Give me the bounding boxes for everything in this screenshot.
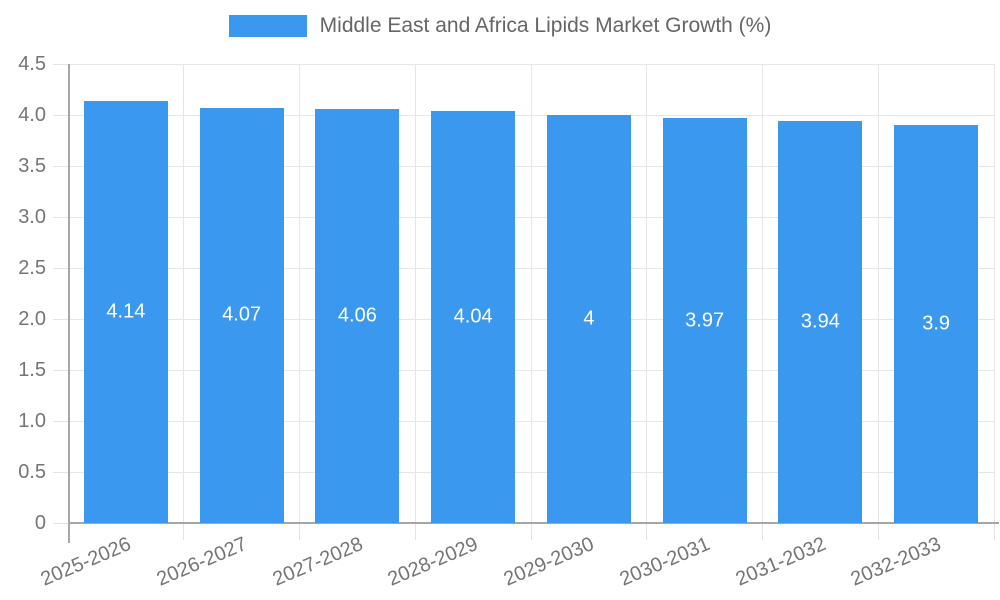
y-tick-label: 3.0 <box>18 206 46 228</box>
y-tick-label: 2.0 <box>18 308 46 330</box>
legend-item[interactable]: Middle East and Africa Lipids Market Gro… <box>0 14 1000 38</box>
y-tick-label: 1.0 <box>18 410 46 432</box>
y-tick-label: 2.5 <box>18 257 46 279</box>
x-tick-label: 2029-2030 <box>500 533 598 591</box>
y-axis-tick <box>53 216 68 218</box>
x-gridline <box>646 64 648 523</box>
x-tick-label: 2027-2028 <box>269 533 366 591</box>
x-gridline <box>877 64 879 523</box>
bar-value-label: 4.14 <box>106 300 146 323</box>
x-axis-line <box>68 522 999 524</box>
x-axis-tick <box>877 523 879 540</box>
y-axis-tick <box>53 420 68 422</box>
bar: 3.97 <box>662 118 747 523</box>
y-axis-tick <box>53 114 68 116</box>
y-tick-label: 0 <box>34 512 46 534</box>
bar-value-label: 3.97 <box>685 309 725 332</box>
y-tick-label: 1.5 <box>18 359 46 381</box>
y-axis-tick <box>53 318 68 320</box>
y-tick-label: 0.5 <box>18 461 46 483</box>
x-axis-tick <box>646 523 648 540</box>
x-tick-label: 2028-2029 <box>385 533 482 591</box>
x-axis-tick <box>414 523 416 540</box>
bar: 4.06 <box>315 108 400 523</box>
legend-swatch <box>228 15 307 37</box>
x-axis-tick <box>183 523 185 540</box>
bar: 4.07 <box>199 107 284 523</box>
plot-area: 0 0.5 1.0 1.5 2.0 2.5 3.0 3.5 4.0 4.5 4.14 4.07 4.06… <box>18 53 999 591</box>
bar: 4 <box>546 115 631 523</box>
y-axis-line <box>68 64 70 543</box>
y-axis-tick <box>53 522 68 524</box>
legend-label: Middle East and Africa Lipids Market Gro… <box>319 14 772 37</box>
bar-value-label: 4.04 <box>453 305 493 328</box>
bar-value-label: 4 <box>583 307 595 330</box>
x-tick-label: 2026-2027 <box>153 533 251 591</box>
y-tick-label: 3.5 <box>18 155 46 177</box>
y-axis-tick <box>53 267 68 269</box>
x-gridline <box>530 64 532 523</box>
bar: 4.14 <box>83 100 168 523</box>
bar: 3.9 <box>894 125 979 523</box>
bar-value-label: 3.9 <box>922 312 951 335</box>
x-tick-label: 2031-2032 <box>732 533 829 591</box>
x-tick-label: 2025-2026 <box>37 533 135 591</box>
bar: 4.04 <box>431 110 516 523</box>
y-axis-tick <box>53 63 68 65</box>
y-axis-tick <box>53 471 68 473</box>
x-gridline <box>183 64 185 523</box>
bar: 3.94 <box>778 121 863 523</box>
bar-value-label: 3.94 <box>800 310 840 333</box>
x-gridline <box>299 64 300 523</box>
y-tick-label: 4.0 <box>18 104 46 126</box>
x-axis-tick <box>530 523 532 540</box>
y-axis-tick <box>53 369 68 371</box>
x-axis-tick <box>299 523 300 540</box>
y-axis-tick <box>53 165 68 167</box>
x-axis-tick <box>762 523 763 540</box>
y-tick-label: 4.5 <box>18 53 46 75</box>
x-axis-tick <box>993 523 995 540</box>
bar-value-label: 4.06 <box>337 304 377 327</box>
x-tick-label: 2032-2033 <box>848 533 945 591</box>
x-gridline <box>993 64 995 523</box>
x-gridline <box>414 64 416 523</box>
x-tick-label: 2030-2031 <box>616 533 714 591</box>
bar-value-label: 4.07 <box>222 303 262 326</box>
x-gridline <box>762 64 763 523</box>
